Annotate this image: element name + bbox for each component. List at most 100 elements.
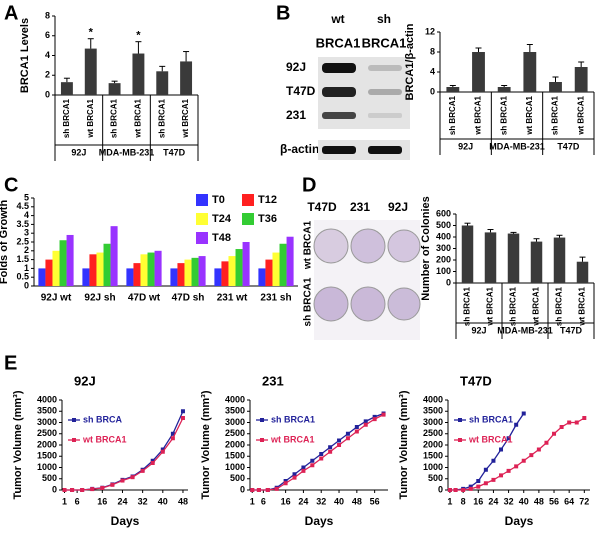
bar [59,240,67,286]
point [491,477,496,482]
legend-marker [458,438,462,442]
point [483,481,488,486]
bar [82,268,90,286]
x-tick-label: wt BRCA1 [525,95,534,135]
x-tick-label: 48 [534,496,544,506]
x-axis-label: Days [111,514,140,528]
line [449,413,525,491]
y-tick-label: 0 [240,484,245,494]
bar [214,268,222,286]
y-tick-label: 4000 [225,394,245,404]
point [381,412,386,417]
x-tick-label: 231 sh [260,293,291,304]
y-axis-label: Tumor Volume (mm³) [200,390,212,499]
point [292,475,297,480]
point [256,488,261,492]
group-label: MDA-MB-231 [99,147,155,157]
blot-band [368,146,402,154]
point [363,422,368,427]
y-tick-label: 2.5 [16,236,29,246]
y-tick-label: 2000 [423,439,443,449]
point [337,438,342,443]
point [90,487,95,492]
legend-label: sh BRCA [83,414,123,424]
point [337,443,342,447]
panel-label: A [4,2,18,24]
point [170,436,175,441]
blot-column: sh [377,12,391,26]
x-axis-label: Days [505,514,534,528]
x-tick-label: sh BRCA1 [62,98,71,138]
x-tick-label: 1 [447,496,452,506]
x-tick-label: 24 [488,496,498,506]
point [62,488,67,492]
point [468,484,473,489]
bar [52,250,60,286]
y-tick-label: 4.5 [16,201,29,211]
bar [184,259,192,286]
x-tick-label: 40 [158,496,168,506]
point [491,458,496,463]
bar [553,237,566,283]
bar [472,52,485,92]
legend-label: wt BRCA1 [468,434,513,444]
chart-title: 231 [262,373,284,388]
x-tick-label: 32 [504,496,514,506]
x-tick-label: 72 [579,496,589,506]
y-tick-label: 0 [52,484,57,494]
x-tick-label: 32 [138,496,148,506]
x-tick-label: wt BRCA1 [181,98,190,138]
x-tick-label: 16 [473,496,483,506]
y-tick-label: 2500 [37,428,57,438]
point [265,488,270,492]
point [574,420,579,425]
legend-marker [260,418,264,422]
blot-column: wt [330,12,344,26]
point [372,417,377,422]
group-label: MDA-MB-231 [497,325,553,335]
y-axis-label: Tumor Volume (mm³) [398,390,410,499]
y-tick-label: 4 [430,66,435,76]
y-tick-label: 4000 [423,394,443,404]
x-tick-label: 6 [75,496,80,506]
bar [228,256,236,286]
line [252,414,384,491]
plate [350,286,386,322]
blot-band [368,89,402,95]
bar [507,233,520,283]
plate-row: sh BRCA1 [303,277,314,326]
bar [497,87,511,92]
y-tick-label: 1000 [37,462,57,472]
point [447,488,452,492]
y-tick-label: 600 [436,208,451,218]
bar [242,242,250,286]
x-tick-label: sh BRCA1 [499,95,508,135]
point [461,488,466,492]
legend-label: T24 [212,213,232,225]
y-tick-label: 3500 [423,406,443,416]
y-tick-label: 2 [45,70,50,80]
y-axis-label: BRCA1/β-actin [404,23,416,100]
y-axis-label: Tumor Volume (mm³) [12,390,24,499]
blot-membrane [318,140,410,160]
y-tick-label: 0 [446,277,451,287]
point [514,464,519,469]
bar [108,83,121,95]
y-tick-label: 8 [430,46,435,56]
legend-label: T12 [258,194,277,206]
blot-band [322,87,356,97]
point [476,479,481,483]
point [506,468,511,473]
bar [154,250,162,286]
y-tick-label: 8 [45,10,50,20]
group-label: 92J [471,325,486,335]
y-tick-label: 1.5 [16,254,29,264]
y-tick-label: 3 [24,228,29,238]
y-tick-label: 1 [24,263,29,273]
significance: * [89,27,94,39]
y-tick-label: 1000 [423,462,443,472]
point [506,436,511,441]
plate [313,228,349,264]
plate-column: 231 [350,200,370,214]
